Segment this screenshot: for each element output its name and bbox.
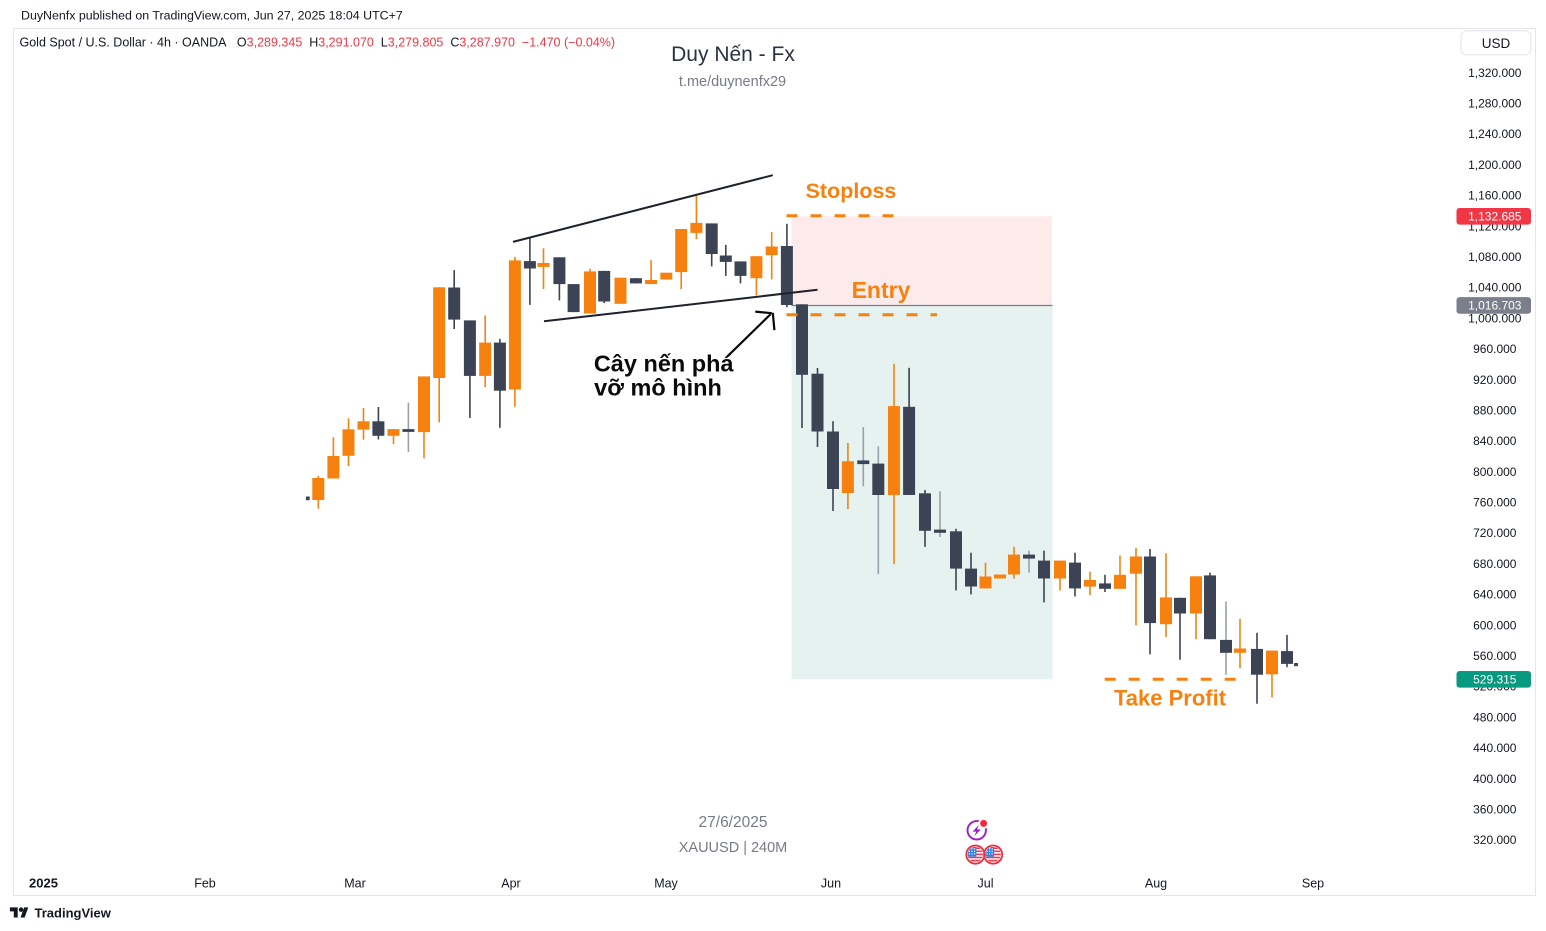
svg-text:vỡ mô hình: vỡ mô hình bbox=[594, 375, 722, 401]
svg-text:1,040.000: 1,040.000 bbox=[1468, 281, 1522, 295]
svg-text:Jul: Jul bbox=[978, 876, 994, 890]
svg-text:Apr: Apr bbox=[501, 876, 520, 890]
svg-text:t.me/duynenfx29: t.me/duynenfx29 bbox=[679, 74, 786, 90]
svg-text:1,016.703: 1,016.703 bbox=[1468, 299, 1522, 313]
svg-text:Cây nến phá: Cây nến phá bbox=[594, 351, 735, 377]
svg-text:640.000: 640.000 bbox=[1473, 588, 1517, 602]
svg-text:960.000: 960.000 bbox=[1473, 342, 1517, 356]
svg-text:Take Profit: Take Profit bbox=[1114, 686, 1227, 711]
svg-text:Entry: Entry bbox=[852, 277, 911, 303]
svg-text:Feb: Feb bbox=[194, 876, 216, 890]
svg-text:2025: 2025 bbox=[29, 875, 58, 890]
svg-text:680.000: 680.000 bbox=[1473, 557, 1517, 571]
svg-text:1,200.000: 1,200.000 bbox=[1468, 158, 1522, 172]
svg-text:320.000: 320.000 bbox=[1473, 833, 1517, 847]
svg-text:Mar: Mar bbox=[344, 876, 366, 890]
svg-text:Gold Spot / U.S. Dollar · 4h ·: Gold Spot / U.S. Dollar · 4h · OANDA O3,… bbox=[20, 36, 616, 50]
svg-text:529.315: 529.315 bbox=[1473, 673, 1517, 687]
svg-text:920.000: 920.000 bbox=[1473, 373, 1517, 387]
svg-text:840.000: 840.000 bbox=[1473, 434, 1517, 448]
svg-text:1,280.000: 1,280.000 bbox=[1468, 96, 1522, 110]
svg-text:400.000: 400.000 bbox=[1473, 772, 1517, 786]
svg-text:560.000: 560.000 bbox=[1473, 649, 1517, 663]
svg-text:1,320.000: 1,320.000 bbox=[1468, 66, 1522, 80]
svg-text:1,132.685: 1,132.685 bbox=[1468, 210, 1522, 224]
svg-text:720.000: 720.000 bbox=[1473, 526, 1517, 540]
svg-text:Duy Nến - Fx: Duy Nến - Fx bbox=[671, 43, 795, 66]
svg-text:1,160.000: 1,160.000 bbox=[1468, 189, 1522, 203]
svg-text:TradingView: TradingView bbox=[35, 906, 112, 921]
svg-text:480.000: 480.000 bbox=[1473, 710, 1517, 724]
svg-text:Aug: Aug bbox=[1145, 876, 1167, 890]
svg-text:760.000: 760.000 bbox=[1473, 496, 1517, 510]
svg-text:800.000: 800.000 bbox=[1473, 465, 1517, 479]
svg-text:USD: USD bbox=[1482, 36, 1511, 51]
svg-text:880.000: 880.000 bbox=[1473, 403, 1517, 417]
svg-text:360.000: 360.000 bbox=[1473, 803, 1517, 817]
svg-text:600.000: 600.000 bbox=[1473, 618, 1517, 632]
svg-text:Jun: Jun bbox=[821, 876, 841, 890]
svg-text:DuyNenfx published on TradingV: DuyNenfx published on TradingView.com, J… bbox=[21, 9, 403, 23]
svg-text:1,080.000: 1,080.000 bbox=[1468, 250, 1522, 264]
svg-text:27/6/2025: 27/6/2025 bbox=[699, 814, 768, 831]
svg-text:Stoploss: Stoploss bbox=[806, 179, 897, 203]
svg-text:XAUUSD | 240M: XAUUSD | 240M bbox=[679, 840, 788, 856]
svg-text:1,240.000: 1,240.000 bbox=[1468, 127, 1522, 141]
svg-text:440.000: 440.000 bbox=[1473, 741, 1517, 755]
svg-text:May: May bbox=[654, 876, 678, 890]
svg-text:1,000.000: 1,000.000 bbox=[1468, 311, 1522, 325]
svg-text:Sep: Sep bbox=[1302, 876, 1324, 890]
